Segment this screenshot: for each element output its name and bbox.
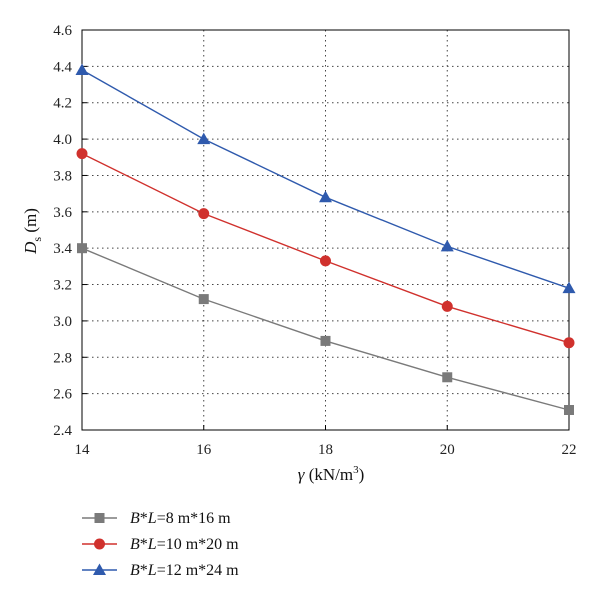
series-line [81, 152, 570, 344]
data-point-marker [564, 405, 574, 415]
data-point-marker [562, 281, 576, 294]
axis-ticks: 14 16 18 20 22 2.4 2.6 2.8 3.0 3.2 3.4 3.6 3.8 4.0 4.2… [53, 23, 576, 458]
legend-label: B*L=10 m*20 m [130, 536, 239, 553]
legend-entry: B*L=8 m*16 m [82, 510, 231, 527]
data-point-marker [563, 337, 575, 349]
y-tick-label: 2.6 [53, 387, 72, 403]
data-point-marker [77, 243, 87, 254]
data-point-marker [198, 294, 209, 305]
x-tick-label: 22 [562, 442, 577, 458]
data-point-marker [442, 372, 453, 383]
y-tick-label: 3.0 [53, 314, 72, 330]
data-point-marker [319, 190, 332, 203]
data-point-marker [320, 335, 331, 346]
x-axis-title: γ (kN/m3) [298, 464, 365, 484]
series-3 [75, 63, 576, 294]
y-tick-label: 3.4 [53, 241, 72, 257]
x-tick-label: 20 [440, 442, 455, 458]
y-axis-title: Ds (m) [21, 208, 44, 255]
series-layer [75, 63, 576, 415]
y-tick-label: 3.2 [53, 278, 72, 294]
y-tick-label: 4.4 [53, 59, 72, 75]
data-point-marker [76, 148, 88, 160]
legend-marker [94, 513, 105, 523]
data-point-marker [440, 239, 454, 252]
y-tick-label: 3.6 [53, 205, 72, 221]
y-tick-label: 4.6 [53, 23, 72, 39]
data-point-marker [441, 300, 453, 312]
series-1 [77, 243, 574, 415]
series-2 [76, 148, 575, 349]
legend-label: B*L=12 m*24 m [130, 562, 239, 579]
y-tick-label: 2.4 [53, 423, 72, 439]
y-tick-label: 2.8 [53, 350, 72, 366]
legend-marker [93, 563, 106, 575]
legend-entry: B*L=10 m*20 m [82, 536, 239, 553]
data-point-marker [320, 255, 331, 267]
grid-lines [82, 30, 569, 430]
x-tick-label: 14 [75, 442, 91, 458]
legend-marker [94, 538, 105, 550]
legend-entry: B*L=12 m*24 m [82, 562, 239, 579]
legend: B*L=8 m*16 m B*L=10 m*20 m B*L=12 m*24 m [82, 510, 239, 579]
data-point-marker [75, 63, 89, 75]
y-tick-label: 4.0 [53, 132, 72, 148]
x-tick-label: 16 [196, 442, 212, 458]
y-tick-label: 3.8 [53, 168, 72, 184]
legend-label: B*L=8 m*16 m [130, 510, 231, 527]
x-tick-label: 18 [318, 442, 333, 458]
y-tick-label: 4.2 [53, 96, 72, 112]
data-point-marker [198, 208, 210, 220]
data-point-marker [197, 132, 211, 145]
